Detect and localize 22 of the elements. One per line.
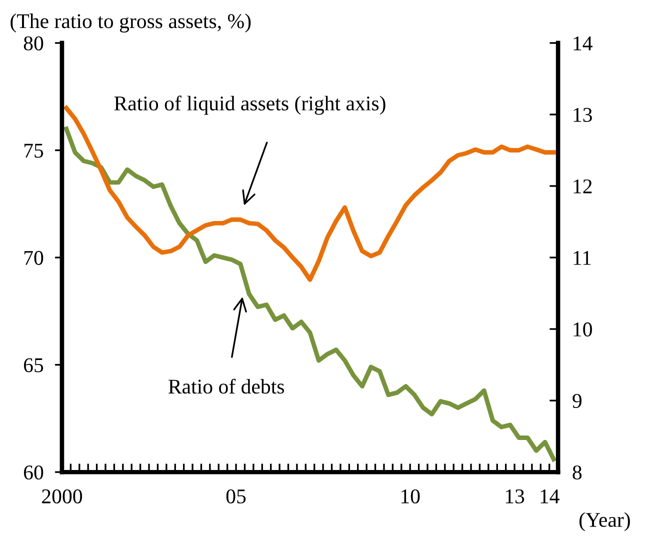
y-tick-label: 80	[24, 36, 44, 50]
y2-tick-label: 10	[574, 322, 592, 336]
x-tick-label: 10	[402, 489, 420, 504]
y-tick-label: 60	[24, 465, 44, 480]
x-tick-label: 14	[540, 489, 560, 504]
y2-tick-label: 13	[574, 108, 592, 122]
x-axis-title: (Year)	[579, 512, 630, 532]
annotation: Ratio of liquid assets (right axis)	[114, 96, 386, 115]
x-tick-label: 2000	[42, 489, 82, 504]
y-tick-label: 75	[24, 144, 44, 158]
annotation: Ratio of debts	[168, 378, 284, 394]
y2-tick-label: 8	[572, 465, 582, 480]
x-tick-label: 13	[506, 489, 524, 504]
y2-tick-label: 9	[572, 394, 582, 408]
y2-tick-label: 14	[574, 36, 592, 50]
y-axis-title: (The ratio to gross assets, %)	[10, 14, 251, 32]
y-tick-label: 65	[24, 358, 44, 372]
y2-tick-label: 12	[574, 179, 592, 194]
y-tick-label: 70	[24, 250, 44, 265]
x-tick-label: 05	[226, 489, 246, 504]
y2-tick-label: 11	[574, 251, 591, 265]
line-series	[64, 126, 556, 462]
